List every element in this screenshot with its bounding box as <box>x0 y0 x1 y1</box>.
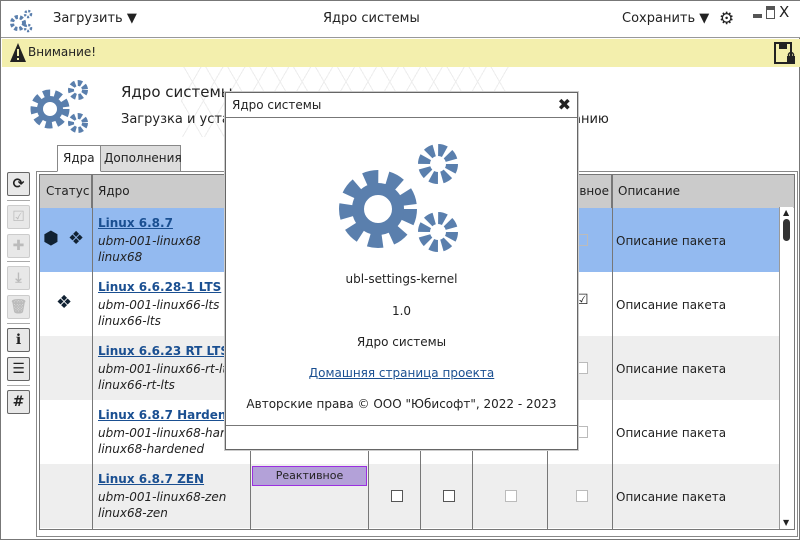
divider <box>612 175 613 529</box>
package-description: Описание пакета <box>616 362 727 376</box>
kernel-package: ubm-001-linux68-zen <box>98 490 227 504</box>
scroll-down-icon[interactable]: ▼ <box>783 518 790 527</box>
kernel-package: ubm-001-linux66-lts <box>98 298 220 312</box>
vertical-scrollbar[interactable]: ▲ ▼ <box>779 207 793 529</box>
app-version: 1.0 <box>391 304 412 318</box>
kernel-module: linux66-lts <box>98 314 161 328</box>
divider <box>472 431 473 529</box>
delete-button[interactable]: 🗑 <box>7 295 30 319</box>
dialog-title-bar: Ядро системы ✖ <box>226 93 577 118</box>
divider <box>226 425 577 426</box>
kernel-module: linux68 <box>98 250 143 264</box>
option-checkbox[interactable] <box>505 490 517 502</box>
copyright-text: Авторские права © ООО "Юбисофт", 2022 - … <box>246 397 557 411</box>
package-description: Описание пакета <box>616 490 727 504</box>
warning-icon <box>10 43 26 62</box>
kernel-name-link[interactable]: Linux 6.6.28-1 LTS <box>98 280 222 294</box>
refresh-icon: ⟳ <box>12 176 25 192</box>
kernel-name-link[interactable]: Linux 6.8.7 <box>98 216 173 230</box>
check-button[interactable]: ☑ <box>7 205 30 229</box>
kernel-package: ubm-001-linux68 <box>98 234 201 248</box>
load-label: Загрузить <box>53 11 123 26</box>
trash-icon: 🗑 <box>9 299 28 315</box>
save-menu[interactable]: Сохранить ▼ <box>622 11 709 26</box>
header-gears-icon <box>30 80 88 133</box>
option-checkbox[interactable] <box>391 490 403 502</box>
col-backup[interactable]: рвное <box>547 175 612 208</box>
package-description: Описание пакета <box>616 298 727 312</box>
page-subtitle: Загрузка и уста <box>121 112 230 127</box>
homepage-link[interactable]: Домашняя страница проекта <box>308 366 495 380</box>
document-icon: ☰ <box>12 361 25 377</box>
kernel-name-link[interactable]: Linux 6.8.7 ZEN <box>98 472 205 486</box>
option-checkbox[interactable] <box>443 490 455 502</box>
save-label: Сохранить <box>622 11 696 26</box>
hash-button[interactable]: # <box>7 390 30 414</box>
divider <box>368 431 369 529</box>
install-module-button[interactable]: ✚ <box>7 234 30 258</box>
homepage-link-wrap: Домашняя страница проекта <box>226 366 577 380</box>
page-subtitle-tail: анию <box>573 112 609 127</box>
download-icon: ⤓ <box>15 270 22 286</box>
tab-kernels[interactable]: Ядра <box>57 145 101 172</box>
minimize-button[interactable] <box>753 14 762 18</box>
kernel-package: ubm-001-linux66-rt-lts <box>98 362 234 376</box>
kernel-module: linux68-hardened <box>98 442 205 456</box>
kernel-module: linux68-zen <box>98 506 168 520</box>
app-logo-gears-icon <box>339 144 458 252</box>
close-button[interactable]: X <box>779 3 790 21</box>
divider <box>92 175 93 529</box>
close-icon[interactable]: ✖ <box>557 95 571 114</box>
backup-checkbox-checked[interactable]: ☑ <box>576 292 589 308</box>
dropbox-icon: ❖ <box>68 228 85 249</box>
warning-text: Внимание! <box>28 45 97 59</box>
kernel-name-link[interactable]: Linux 6.8.7 Hardened <box>98 408 244 422</box>
about-dialog: Ядро системы ✖ ubl-settings-kernel 1.0 Я… <box>225 92 578 450</box>
app-description: Ядро системы <box>356 335 447 349</box>
cubes-icon: ⬢ <box>43 228 59 249</box>
divider <box>7 200 30 201</box>
save-lock-icon[interactable] <box>774 42 796 66</box>
divider <box>7 385 30 386</box>
app-gears-icon <box>10 9 33 33</box>
warning-bar: Внимание! <box>2 39 800 67</box>
info-icon: ℹ <box>15 332 22 348</box>
download-button[interactable]: ⤓ <box>7 266 30 290</box>
scroll-up-icon[interactable]: ▲ <box>783 208 790 217</box>
tab-addons[interactable]: Дополнения <box>98 145 182 172</box>
status-badge: Реактивное <box>252 466 367 486</box>
divider <box>7 323 30 324</box>
app-name: ubl-settings-kernel <box>345 272 458 286</box>
gear-icon[interactable]: ⚙ <box>719 9 735 29</box>
divider <box>7 261 30 262</box>
log-button[interactable]: ☰ <box>7 357 30 381</box>
kernel-package: ubm-001-linux68-hardened <box>98 426 263 440</box>
divider <box>420 431 421 529</box>
kernel-name-link[interactable]: Linux 6.6.23 RT LTS <box>98 344 230 358</box>
info-button[interactable]: ℹ <box>7 328 30 352</box>
refresh-button[interactable]: ⟳ <box>7 172 30 196</box>
checkbox-icon: ☑ <box>12 209 25 225</box>
window-title: Ядро системы <box>323 11 420 26</box>
chevron-down-icon: ▼ <box>699 11 710 26</box>
maximize-button[interactable] <box>766 6 775 19</box>
kernel-module: linux66-rt-lts <box>98 378 175 392</box>
package-description: Описание пакета <box>616 426 727 440</box>
col-status[interactable]: Статус <box>40 175 92 208</box>
hash-icon: # <box>12 394 25 410</box>
medkit-icon: ✚ <box>12 238 25 254</box>
package-description: Описание пакета <box>616 234 727 248</box>
load-menu[interactable]: Загрузить ▼ <box>53 11 137 26</box>
table-row[interactable]: Linux 6.8.7 ZEN ubm-001-linux68-zen linu… <box>40 464 780 528</box>
page-title: Ядро системы <box>121 83 233 101</box>
backup-checkbox[interactable] <box>576 490 588 502</box>
dropbox-icon: ❖ <box>56 292 73 313</box>
chevron-down-icon: ▼ <box>126 11 137 26</box>
dialog-title: Ядро системы <box>232 98 322 112</box>
title-bar: Загрузить ▼ Ядро системы Сохранить ▼ ⚙ X <box>1 1 800 38</box>
scrollbar-thumb[interactable] <box>783 219 790 241</box>
col-description[interactable]: Описание <box>618 184 681 198</box>
